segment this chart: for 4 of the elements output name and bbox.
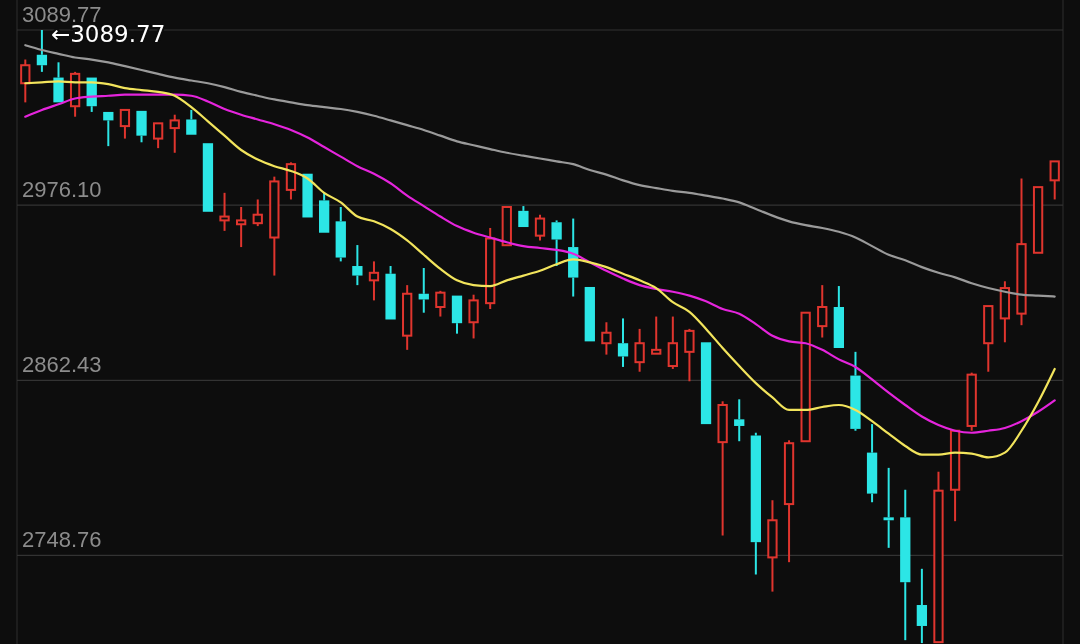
y-tick-label: 2748.76 <box>22 527 102 553</box>
y-tick-label: 2862.43 <box>22 352 102 378</box>
annotation: ←3089.77 <box>50 21 166 47</box>
y-tick-label: 2976.10 <box>22 177 102 203</box>
